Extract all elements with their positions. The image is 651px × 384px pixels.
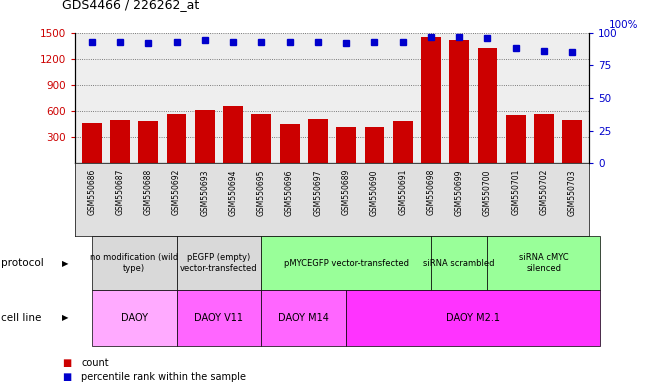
Text: pMYCEGFP vector-transfected: pMYCEGFP vector-transfected [284,258,409,268]
Bar [393,121,413,163]
Bar [195,110,215,163]
Text: GSM550700: GSM550700 [483,169,492,215]
Text: GSM550697: GSM550697 [313,169,322,215]
Text: GSM550696: GSM550696 [285,169,294,215]
Text: GSM550694: GSM550694 [229,169,238,215]
Text: DAOY M2.1: DAOY M2.1 [447,313,501,323]
Text: GSM550686: GSM550686 [87,169,96,215]
Text: percentile rank within the sample: percentile rank within the sample [81,372,246,382]
Text: siRNA cMYC
silenced: siRNA cMYC silenced [519,253,569,273]
Text: GSM550689: GSM550689 [342,169,351,215]
Text: pEGFP (empty)
vector-transfected: pEGFP (empty) vector-transfected [180,253,258,273]
Text: DAOY: DAOY [120,313,148,323]
Text: ■: ■ [62,358,71,368]
Text: GSM550693: GSM550693 [201,169,210,215]
Bar [337,127,356,163]
Text: GSM550699: GSM550699 [454,169,464,215]
Text: GSM550687: GSM550687 [116,169,124,215]
Bar [449,40,469,163]
Text: GSM550691: GSM550691 [398,169,407,215]
Text: GSM550703: GSM550703 [568,169,577,215]
Bar [110,120,130,163]
Text: GSM550695: GSM550695 [257,169,266,215]
Bar [478,48,497,163]
Y-axis label: 100%: 100% [609,20,638,30]
Text: no modification (wild
type): no modification (wild type) [90,253,178,273]
Text: ■: ■ [62,372,71,382]
Text: protocol: protocol [1,258,44,268]
Text: GSM550698: GSM550698 [426,169,436,215]
Bar [534,114,554,163]
Bar [251,114,271,163]
Text: ▶: ▶ [62,313,68,322]
Bar [308,119,327,163]
Text: cell line: cell line [1,313,42,323]
Text: GSM550692: GSM550692 [172,169,181,215]
Text: GSM550688: GSM550688 [144,169,153,215]
Bar [365,127,384,163]
Bar [562,120,582,163]
Text: ▶: ▶ [62,258,68,268]
Text: GSM550701: GSM550701 [511,169,520,215]
Text: GSM550702: GSM550702 [540,169,548,215]
Text: count: count [81,358,109,368]
Bar [223,106,243,163]
Text: DAOY V11: DAOY V11 [195,313,243,323]
Bar [167,114,186,163]
Text: GSM550690: GSM550690 [370,169,379,215]
Bar [506,115,525,163]
Text: GDS4466 / 226262_at: GDS4466 / 226262_at [62,0,199,12]
Bar [82,123,102,163]
Bar [139,121,158,163]
Text: DAOY M14: DAOY M14 [279,313,329,323]
Text: siRNA scrambled: siRNA scrambled [423,258,495,268]
Bar [421,37,441,163]
Bar [280,124,299,163]
